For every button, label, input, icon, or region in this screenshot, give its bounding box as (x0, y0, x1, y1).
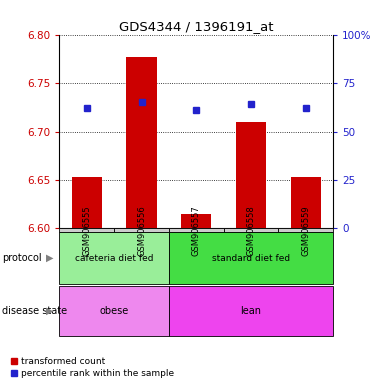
Text: lean: lean (241, 306, 262, 316)
Bar (126, 57, 157, 228)
Text: GSM906555: GSM906555 (82, 205, 91, 256)
Bar (72, 177, 102, 228)
Text: GSM906558: GSM906558 (247, 205, 255, 256)
Text: obese: obese (100, 306, 129, 316)
Text: disease state: disease state (2, 306, 67, 316)
Title: GDS4344 / 1396191_at: GDS4344 / 1396191_at (119, 20, 273, 33)
Legend: transformed count, percentile rank within the sample: transformed count, percentile rank withi… (8, 355, 176, 379)
Text: GSM906557: GSM906557 (192, 205, 201, 256)
Text: ▶: ▶ (46, 253, 54, 263)
Text: protocol: protocol (2, 253, 41, 263)
Text: GSM906556: GSM906556 (137, 205, 146, 256)
Bar (236, 122, 266, 228)
Bar (291, 177, 321, 228)
Text: GSM906559: GSM906559 (301, 205, 310, 256)
Text: standard diet fed: standard diet fed (212, 254, 290, 263)
Bar (181, 214, 211, 228)
Text: cafeteria diet fed: cafeteria diet fed (75, 254, 153, 263)
Text: ▶: ▶ (46, 306, 54, 316)
